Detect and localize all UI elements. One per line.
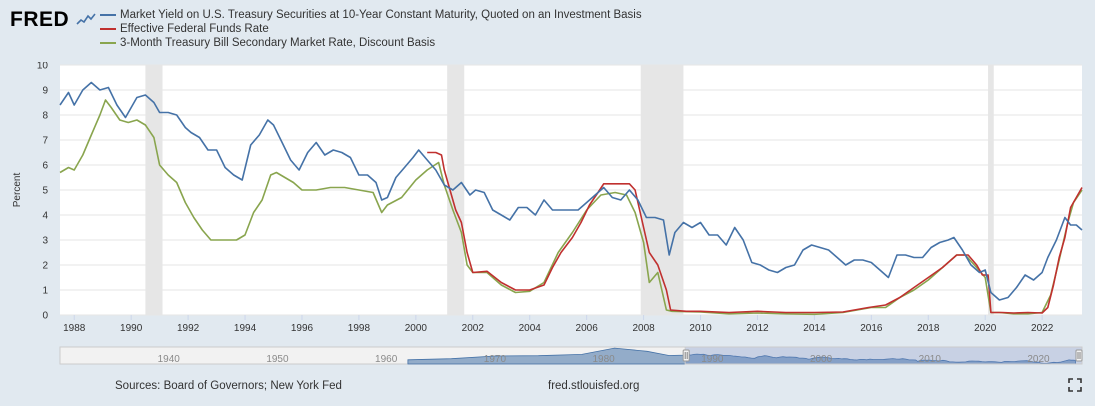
series-line: [59, 99, 1083, 316]
x-tick-label: 2018: [917, 323, 940, 334]
legend-label: Effective Federal Funds Rate: [120, 23, 269, 35]
sources-text: Sources: Board of Governors; New York Fe…: [115, 380, 342, 392]
y-tick-label: 10: [37, 62, 49, 72]
fullscreen-icon[interactable]: [1068, 378, 1082, 392]
y-tick-label: 7: [42, 136, 48, 147]
navigator-tick-label: 1990: [701, 354, 724, 365]
y-tick-label: 5: [42, 186, 48, 197]
legend-item[interactable]: Effective Federal Funds Rate: [100, 22, 642, 36]
source-url-link[interactable]: fred.stlouisfed.org: [548, 380, 640, 392]
y-axis-label: Percent: [12, 173, 23, 208]
series-line: [59, 81, 1083, 301]
x-tick-label: 2022: [1031, 323, 1054, 334]
y-tick-label: 6: [42, 161, 48, 172]
x-tick-label: 2016: [860, 323, 883, 334]
navigator-tick-label: 1980: [592, 354, 615, 365]
chart-svg: 0 1 2 3 4 5 6 7 8 9 10 1988 1990 1992 1994 1996 1998 2000…: [12, 62, 1083, 365]
navigator-tick-label: 1940: [158, 354, 181, 365]
navigator-tick-label: 2020: [1027, 354, 1050, 365]
navigator-selection: [684, 346, 1083, 365]
navigator-tick-label: 2010: [919, 354, 942, 365]
x-tick-label: 1990: [120, 323, 143, 334]
legend-swatch: [100, 42, 116, 44]
chart-legend: Market Yield on U.S. Treasury Securities…: [100, 8, 642, 50]
x-tick-label: 1988: [63, 323, 86, 334]
navigator-series-area: [407, 347, 1076, 365]
legend-item[interactable]: Market Yield on U.S. Treasury Securities…: [100, 8, 642, 22]
x-tick-label: 2000: [405, 323, 428, 334]
navigator-tick-label: 1970: [484, 354, 507, 365]
y-tick-label: 2: [42, 261, 48, 272]
series-line: [427, 151, 1083, 314]
legend-label: Market Yield on U.S. Treasury Securities…: [120, 9, 642, 21]
y-tick-label: 9: [42, 86, 48, 97]
navigator-tick-label: 1960: [375, 354, 398, 365]
navigator-handle[interactable]: [682, 349, 690, 362]
navigator-handle[interactable]: [1075, 349, 1083, 362]
x-tick-label: 2012: [746, 323, 769, 334]
legend-label: 3-Month Treasury Bill Secondary Market R…: [120, 37, 436, 49]
x-tick-label: 1994: [234, 323, 257, 334]
x-tick-label: 2014: [803, 323, 826, 334]
x-tick-label: 1998: [348, 323, 371, 334]
x-tick-label: 2004: [519, 323, 542, 334]
x-tick-label: 1996: [291, 323, 314, 334]
legend-swatch: [100, 14, 116, 16]
x-tick-label: 1992: [177, 323, 200, 334]
y-tick-label: 4: [42, 211, 48, 222]
x-tick-label: 2010: [689, 323, 712, 334]
fred-logo[interactable]: FRED: [10, 8, 70, 31]
navigator-tick-label: 1950: [266, 354, 289, 365]
navigator-tick-label: 2000: [810, 354, 833, 365]
x-tick-label: 2020: [974, 323, 997, 334]
y-tick-label: 0: [42, 311, 48, 322]
legend-item[interactable]: 3-Month Treasury Bill Secondary Market R…: [100, 36, 642, 50]
x-tick-label: 2006: [576, 323, 599, 334]
y-tick-label: 1: [42, 286, 48, 297]
x-tick-label: 2002: [462, 323, 485, 334]
y-tick-label: 3: [42, 236, 48, 247]
legend-swatch: [100, 28, 116, 30]
fred-logo-spark-icon: [76, 13, 96, 26]
y-tick-label: 8: [42, 111, 48, 122]
chart-header: FRED Market Yield on U.S. Treasury Secur…: [0, 0, 1095, 62]
x-tick-label: 2008: [632, 323, 655, 334]
